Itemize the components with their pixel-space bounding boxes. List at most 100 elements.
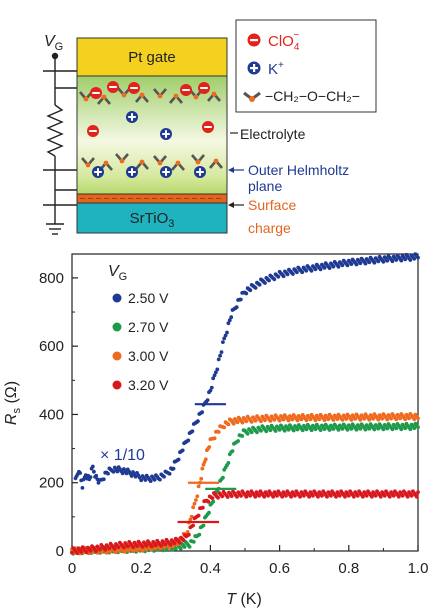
data-point: [126, 548, 131, 553]
data-point: [325, 494, 329, 499]
data-point: [222, 336, 227, 341]
data-point: [272, 277, 277, 282]
data-point: [295, 270, 299, 275]
legend-marker: [112, 351, 122, 361]
data-point: [345, 263, 350, 268]
data-point: [191, 523, 196, 528]
data-point: [94, 473, 99, 478]
circuit-wiring: [43, 58, 77, 235]
data-point: [295, 418, 300, 423]
data-point: [390, 259, 395, 264]
chain-molecule: [135, 159, 149, 170]
data-point: [108, 549, 113, 554]
data-point: [300, 270, 305, 275]
data-point: [367, 426, 372, 431]
data-point: [231, 421, 236, 426]
data-point: [226, 321, 231, 326]
data-point: [263, 418, 267, 423]
data-point: [295, 427, 300, 432]
data-point: [152, 477, 157, 482]
data-point: [249, 420, 254, 424]
data-point: [378, 494, 383, 499]
data-point: [80, 486, 85, 490]
data-point: [187, 532, 191, 537]
data-point: [240, 420, 245, 425]
data-point: [281, 417, 286, 422]
series-2-50-V: [73, 252, 420, 490]
data-point: [172, 541, 177, 546]
y-tick-label: 600: [39, 338, 64, 355]
x-axis-label: T (K): [226, 591, 262, 608]
chain-molecule: [79, 91, 93, 102]
data-point: [244, 291, 249, 296]
data-point: [372, 260, 377, 265]
data-point: [201, 523, 206, 528]
data-point: [200, 466, 205, 471]
data-point: [381, 259, 386, 264]
y-tick-label: 0: [56, 543, 64, 560]
data-point: [178, 546, 183, 551]
series-3-00-V: [70, 412, 420, 556]
data-point: [408, 427, 413, 432]
data-point: [317, 417, 322, 422]
data-point: [180, 448, 185, 453]
data-point: [336, 264, 341, 269]
legend-label: 2.50 V: [128, 290, 169, 306]
data-point: [408, 258, 413, 262]
data-point: [92, 469, 96, 474]
data-point: [282, 428, 287, 433]
data-point: [416, 255, 420, 260]
chain-molecule: [81, 157, 95, 168]
x-tick-label: 0.6: [269, 560, 290, 577]
data-point: [103, 547, 108, 552]
data-point: [207, 445, 212, 449]
data-point: [376, 426, 381, 431]
x-tick-label: 0.8: [338, 560, 359, 577]
data-point: [248, 288, 253, 293]
data-point: [293, 493, 297, 498]
data-point: [187, 545, 192, 549]
data-point: [106, 471, 110, 476]
data-point: [409, 493, 414, 498]
chain-molecule: [153, 88, 167, 99]
data-point: [367, 417, 372, 422]
data-point: [209, 385, 214, 390]
legend-marker: [112, 380, 122, 390]
data-point: [358, 426, 363, 431]
data-point: [263, 281, 267, 285]
data-point: [327, 428, 332, 432]
x-tick-label: 0.4: [200, 560, 221, 577]
chain-molecule: [117, 87, 131, 98]
cation-ion: [194, 166, 206, 178]
chain-icon: [243, 91, 261, 102]
data-point: [173, 546, 178, 551]
electrolyte-molecules: [79, 87, 223, 171]
electrolyte-label: Electrolyte: [240, 126, 306, 142]
data-point: [219, 350, 224, 354]
data-point: [280, 494, 285, 499]
data-point: [286, 418, 291, 423]
scale-annotation: × 1/10: [100, 447, 145, 464]
data-point: [215, 367, 220, 372]
anion-ion: [87, 125, 99, 137]
data-point: [111, 469, 116, 474]
data-point: [94, 549, 98, 553]
chain-molecule: [97, 94, 111, 105]
data-point: [120, 471, 125, 476]
data-point: [385, 417, 390, 422]
chart-series: [70, 252, 420, 556]
helmholtz-label-line2: plane: [248, 178, 282, 194]
data-point: [318, 267, 323, 272]
data-point: [344, 417, 349, 421]
helmholtz-label-line1: Outer Helmholtz: [248, 162, 349, 178]
cation-ion: [92, 166, 104, 178]
data-point: [331, 264, 336, 269]
data-point: [227, 318, 232, 323]
data-point: [329, 493, 333, 498]
data-point: [88, 549, 93, 553]
data-point: [238, 297, 243, 302]
y-tick-label: 800: [39, 270, 64, 287]
data-point: [255, 430, 259, 435]
data-point: [307, 494, 311, 499]
data-point: [311, 493, 315, 498]
